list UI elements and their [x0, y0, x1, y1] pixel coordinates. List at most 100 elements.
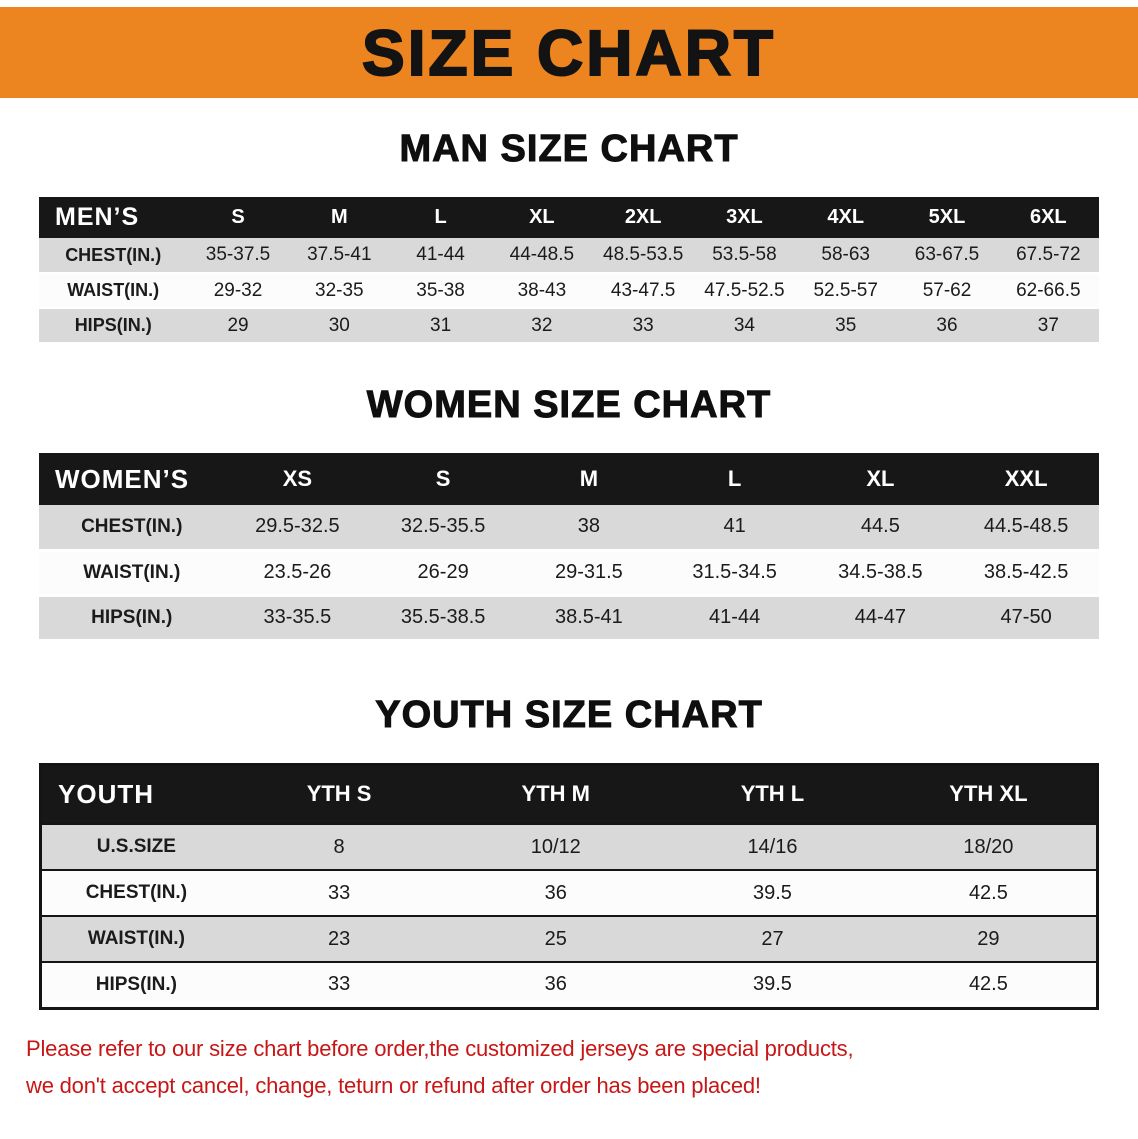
size-cell: 35-38	[389, 273, 492, 309]
youth-section-heading: YOUTH SIZE CHART	[375, 693, 763, 736]
men-waist-row: WAIST(IN.) 29-32 32-35 35-38 38-43 43-47…	[39, 273, 1099, 309]
size-cell: 43-47.5	[592, 273, 694, 309]
size-cell: 38.5-42.5	[953, 550, 1099, 597]
size-col-header: XL	[807, 453, 954, 505]
size-col-header: S	[187, 197, 289, 238]
youth-hips-row: HIPS(IN.) 33 36 39.5 42.5	[40, 961, 1098, 1008]
row-label: CHEST(IN.)	[39, 238, 188, 274]
banner-title: SIZE CHART	[361, 16, 776, 90]
size-chart-page: SIZE CHART MAN SIZE CHART MEN’S S M L XL…	[0, 7, 1138, 1139]
size-col-header: 2XL	[592, 197, 694, 238]
size-cell: 62-66.5	[997, 273, 1099, 309]
size-cell: 63-67.5	[896, 238, 998, 274]
size-col-header: S	[370, 453, 516, 505]
size-cell: 67.5-72	[997, 238, 1099, 274]
size-cell: 27	[664, 915, 881, 962]
size-cell: 44-47	[807, 595, 954, 642]
women-hips-row: HIPS(IN.) 33-35.5 35.5-38.5 38.5-41 41-4…	[39, 595, 1099, 642]
size-col-header: YTH M	[447, 764, 665, 824]
youth-waist-row: WAIST(IN.) 23 25 27 29	[40, 915, 1098, 962]
size-col-header: M	[288, 197, 390, 238]
size-cell: 36	[447, 869, 665, 916]
size-cell: 31.5-34.5	[661, 550, 808, 597]
size-cell: 37.5-41	[288, 238, 390, 274]
size-col-header: YTH XL	[880, 764, 1098, 824]
size-cell: 39.5	[664, 869, 881, 916]
size-col-header: 5XL	[896, 197, 998, 238]
size-cell: 25	[447, 915, 665, 962]
men-table-title-cell: MEN’S	[39, 197, 188, 238]
size-cell: 33	[592, 308, 694, 344]
men-size-table: MEN’S S M L XL 2XL 3XL 4XL 5XL 6XL CHEST…	[39, 197, 1099, 344]
size-cell: 32	[491, 308, 593, 344]
size-cell: 23.5-26	[224, 550, 371, 597]
row-label: U.S.SIZE	[40, 823, 231, 870]
size-col-header: 3XL	[693, 197, 796, 238]
size-cell: 35-37.5	[187, 238, 289, 274]
size-col-header: M	[516, 453, 662, 505]
size-col-header: 4XL	[795, 197, 897, 238]
size-col-header: 6XL	[997, 197, 1099, 238]
row-label: WAIST(IN.)	[39, 273, 188, 309]
row-label: WAIST(IN.)	[39, 550, 225, 597]
row-label: HIPS(IN.)	[39, 595, 225, 642]
disclaimer-line: Please refer to our size chart before or…	[26, 1035, 854, 1061]
women-waist-row: WAIST(IN.) 23.5-26 26-29 29-31.5 31.5-34…	[39, 550, 1099, 597]
size-cell: 29-32	[187, 273, 289, 309]
size-cell: 41-44	[661, 595, 808, 642]
size-cell: 32-35	[288, 273, 390, 309]
size-cell: 38	[516, 505, 662, 552]
size-col-header: XXL	[953, 453, 1099, 505]
size-cell: 44-48.5	[491, 238, 593, 274]
size-cell: 41	[661, 505, 808, 552]
size-cell: 26-29	[370, 550, 516, 597]
row-label: HIPS(IN.)	[40, 961, 231, 1008]
size-cell: 58-63	[795, 238, 897, 274]
size-cell: 52.5-57	[795, 273, 897, 309]
youth-size-table: YOUTH YTH S YTH M YTH L YTH XL U.S.SIZE …	[39, 762, 1099, 1010]
women-size-table: WOMEN’S XS S M L XL XXL CHEST(IN.) 29.5-…	[39, 453, 1099, 642]
size-col-header: L	[389, 197, 492, 238]
size-cell: 29.5-32.5	[224, 505, 371, 552]
size-col-header: YTH L	[664, 764, 881, 824]
women-size-section: WOMEN SIZE CHART WOMEN’S XS S M L XL XXL…	[0, 384, 1138, 642]
size-col-header: L	[661, 453, 808, 505]
size-cell: 41-44	[389, 238, 492, 274]
disclaimer-line: we don't accept cancel, change, teturn o…	[26, 1072, 761, 1098]
size-cell: 14/16	[664, 823, 881, 870]
size-cell: 37	[997, 308, 1099, 344]
size-cell: 29	[880, 915, 1098, 962]
women-table-title-cell: WOMEN’S	[39, 453, 225, 505]
size-cell: 34.5-38.5	[807, 550, 954, 597]
row-label: HIPS(IN.)	[39, 308, 188, 344]
size-cell: 47-50	[953, 595, 1099, 642]
size-cell: 38.5-41	[516, 595, 662, 642]
size-cell: 53.5-58	[693, 238, 796, 274]
size-cell: 33	[230, 869, 448, 916]
size-cell: 36	[447, 961, 665, 1008]
size-cell: 48.5-53.5	[592, 238, 694, 274]
size-cell: 8	[230, 823, 448, 870]
youth-ussize-row: U.S.SIZE 8 10/12 14/16 18/20	[40, 823, 1098, 870]
size-cell: 23	[230, 915, 448, 962]
size-cell: 39.5	[664, 961, 881, 1008]
row-label: CHEST(IN.)	[40, 869, 231, 916]
size-cell: 38-43	[491, 273, 593, 309]
size-chart-banner: SIZE CHART	[0, 7, 1138, 98]
youth-table-title-cell: YOUTH	[40, 764, 231, 824]
youth-header-row: YOUTH YTH S YTH M YTH L YTH XL	[40, 764, 1098, 824]
size-cell: 30	[288, 308, 390, 344]
size-cell: 42.5	[880, 869, 1098, 916]
size-cell: 42.5	[880, 961, 1098, 1008]
size-cell: 29	[187, 308, 289, 344]
disclaimer: Please refer to our size chart before or…	[26, 1030, 1112, 1105]
size-cell: 33	[230, 961, 448, 1008]
size-cell: 36	[896, 308, 998, 344]
size-cell: 34	[693, 308, 796, 344]
women-section-heading: WOMEN SIZE CHART	[366, 384, 772, 427]
men-section-heading: MAN SIZE CHART	[399, 128, 739, 171]
size-col-header: XL	[491, 197, 593, 238]
row-label: WAIST(IN.)	[40, 915, 231, 962]
size-cell: 33-35.5	[224, 595, 371, 642]
size-cell: 44.5	[807, 505, 954, 552]
